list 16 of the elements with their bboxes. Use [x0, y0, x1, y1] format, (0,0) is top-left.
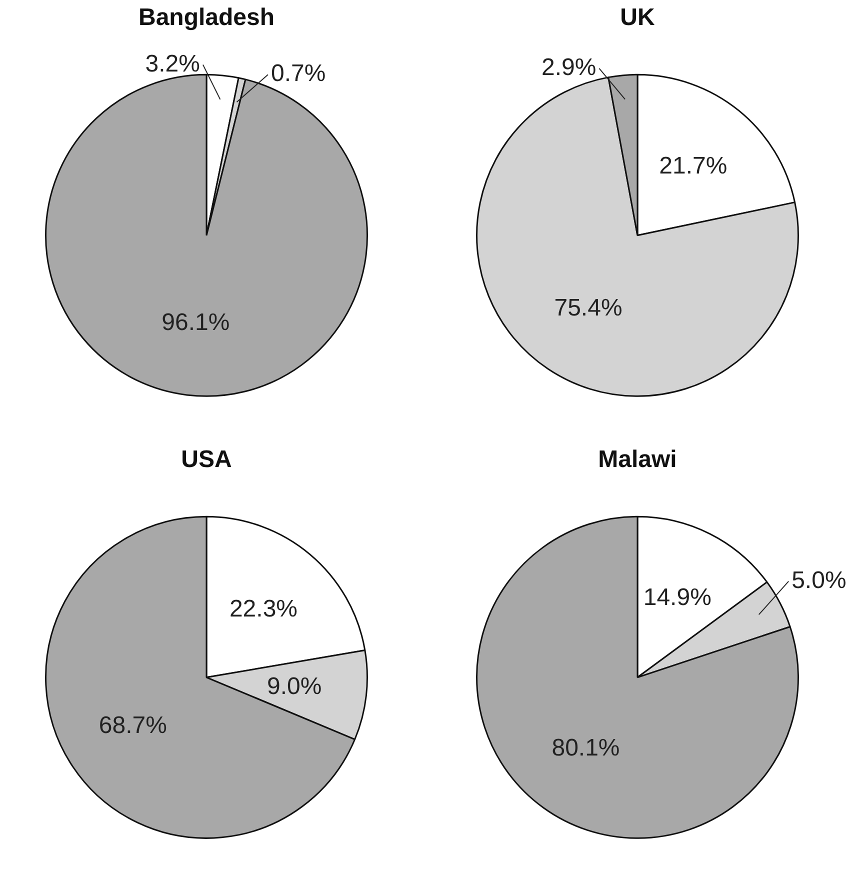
data-label: 68.7%	[98, 712, 167, 740]
data-label: 22.3%	[229, 595, 298, 622]
data-label: 5.0%	[792, 566, 846, 594]
data-label: 75.4%	[554, 294, 622, 322]
data-label: 0.7%	[270, 60, 326, 88]
chart-title: USA	[181, 446, 232, 474]
data-label: 21.7%	[659, 152, 728, 180]
chart-title: Bangladesh	[138, 4, 275, 32]
data-label: 2.9%	[542, 54, 596, 82]
data-label: 80.1%	[552, 734, 620, 762]
data-label: 96.1%	[162, 308, 230, 336]
data-label: 9.0%	[266, 673, 322, 700]
data-label: 3.2%	[145, 50, 200, 78]
chart-title: UK	[620, 4, 656, 32]
chart-title: Malawi	[598, 446, 677, 474]
data-label: 14.9%	[643, 584, 712, 612]
